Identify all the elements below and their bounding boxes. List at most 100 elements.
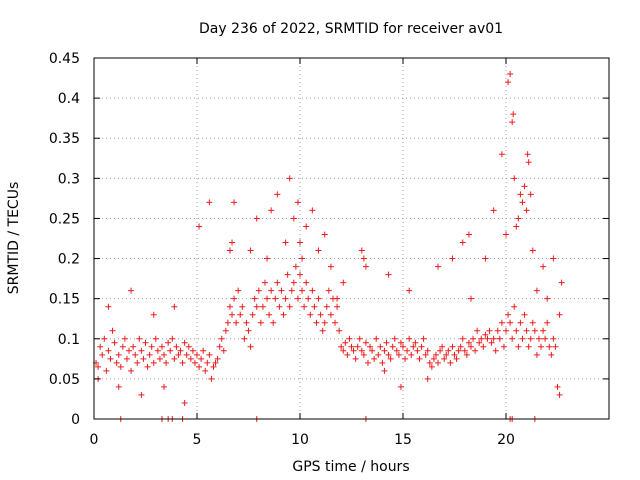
data-point	[354, 343, 361, 350]
data-point	[356, 335, 363, 342]
data-point	[229, 311, 236, 318]
data-point	[134, 359, 141, 366]
data-point	[286, 175, 293, 182]
y-tick-label: 0.2	[58, 252, 80, 268]
data-point	[505, 311, 512, 318]
data-point	[206, 199, 213, 206]
data-point	[507, 71, 514, 78]
data-point	[511, 303, 518, 310]
data-point	[358, 247, 365, 254]
data-point	[529, 319, 536, 326]
data-point	[524, 151, 531, 158]
data-point	[294, 295, 301, 302]
data-point	[531, 327, 538, 334]
data-point	[338, 343, 345, 350]
data-point	[332, 319, 339, 326]
y-axis-label: SRMTID / TECUs	[6, 182, 22, 295]
data-point	[503, 231, 509, 238]
data-point	[451, 351, 458, 358]
data-point	[509, 335, 516, 342]
data-point	[556, 311, 563, 318]
data-point	[121, 335, 128, 342]
data-point	[334, 303, 341, 310]
data-point	[379, 359, 386, 366]
data-point	[251, 295, 258, 302]
data-point	[492, 347, 499, 354]
data-point	[515, 343, 522, 350]
data-point	[406, 287, 413, 294]
data-point	[266, 311, 273, 318]
data-point	[511, 175, 518, 182]
data-point	[292, 263, 299, 270]
data-point	[268, 207, 275, 214]
data-point	[395, 351, 402, 358]
data-point	[115, 351, 122, 358]
data-point	[270, 319, 277, 326]
data-point	[299, 287, 306, 294]
data-point	[533, 351, 540, 358]
data-point	[461, 347, 468, 354]
data-point	[352, 355, 359, 362]
data-point	[241, 335, 248, 342]
data-point	[123, 355, 130, 362]
data-point	[231, 295, 238, 302]
data-point	[540, 327, 547, 334]
data-point	[253, 215, 260, 222]
data-point	[264, 255, 271, 262]
data-point	[482, 331, 489, 338]
data-point	[463, 351, 470, 358]
data-point	[130, 343, 137, 350]
data-point	[340, 347, 347, 354]
data-point	[544, 295, 551, 302]
data-point	[216, 343, 223, 350]
data-point	[148, 343, 155, 350]
data-point	[321, 319, 328, 326]
data-point	[430, 355, 437, 362]
data-point	[128, 287, 135, 294]
data-point	[138, 347, 145, 354]
data-point	[554, 383, 561, 390]
data-point	[397, 383, 404, 390]
data-point	[290, 215, 297, 222]
data-point	[146, 351, 153, 358]
data-point	[150, 311, 157, 318]
data-point	[439, 343, 446, 350]
data-point	[478, 335, 485, 342]
data-point	[459, 239, 466, 246]
data-point	[490, 335, 497, 342]
data-point	[214, 355, 221, 362]
data-point	[556, 391, 563, 398]
data-point	[449, 255, 456, 262]
y-tick-label: 0.25	[49, 211, 80, 227]
data-point	[181, 339, 188, 346]
data-point	[290, 279, 297, 286]
data-point	[315, 295, 322, 302]
data-point	[237, 311, 244, 318]
data-point	[360, 351, 367, 358]
data-point	[152, 335, 159, 342]
data-point	[177, 347, 184, 354]
data-point	[340, 279, 347, 286]
data-point	[222, 327, 229, 334]
y-tick-label: 0	[71, 412, 80, 428]
x-tick-label: 10	[291, 432, 309, 448]
data-point	[385, 271, 392, 278]
data-point	[175, 351, 182, 358]
data-point	[527, 191, 534, 198]
data-point	[140, 355, 147, 362]
data-point	[247, 247, 254, 254]
data-point	[233, 319, 240, 326]
data-point	[428, 363, 435, 370]
data-point	[533, 287, 540, 294]
data-point	[515, 215, 522, 222]
data-point	[342, 339, 349, 346]
data-point	[218, 335, 225, 342]
data-point	[480, 343, 487, 350]
data-point	[412, 339, 419, 346]
data-point	[299, 255, 306, 262]
data-point	[111, 339, 118, 346]
data-point	[144, 363, 151, 370]
chart-title: Day 236 of 2022, SRMTID for receiver av0…	[199, 21, 503, 37]
data-point	[482, 255, 489, 262]
